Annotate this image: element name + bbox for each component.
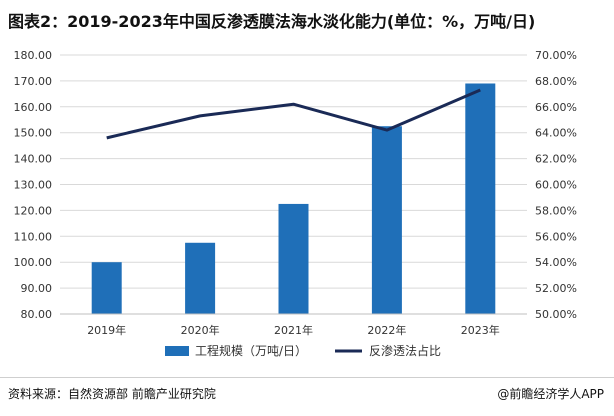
y-right-tick-label: 52.00% [535, 282, 577, 295]
legend-label-line: 反渗透法占比 [369, 343, 441, 358]
y-left-tick-label: 110.00 [14, 230, 53, 243]
x-tick-label: 2020年 [181, 323, 220, 337]
y-right-tick-label: 60.00% [535, 179, 577, 192]
bar [278, 203, 309, 314]
bar [465, 83, 496, 315]
y-right-tick-label: 68.00% [535, 75, 577, 88]
y-right-tick-label: 50.00% [535, 308, 577, 321]
bar-series [91, 83, 496, 315]
y-left-tick-label: 80.00 [21, 308, 53, 321]
y-right-tick-label: 62.00% [535, 153, 577, 166]
y-axis-right: 50.00% 52.00% 54.00% 56.00% 58.00% 60.00% 62.0… [535, 49, 577, 321]
x-axis: 2019年 2020年 2021年 2022年 2023年 [60, 313, 527, 337]
source-note: 资料来源：自然资源部 前瞻产业研究院 [8, 387, 216, 401]
y-right-tick-label: 66.00% [535, 101, 577, 114]
y-left-tick-label: 140.00 [14, 153, 53, 166]
y-right-tick-label: 56.00% [535, 230, 577, 243]
legend-label-bar: 工程规模（万吨/日） [195, 343, 307, 358]
line-series [106, 88, 481, 140]
legend-swatch-bar [165, 346, 189, 356]
x-tick-label: 2021年 [274, 323, 313, 337]
line-path [106, 88, 481, 140]
footer-divider [0, 377, 614, 378]
bar [91, 262, 122, 314]
bar [185, 242, 216, 314]
y-axis-left: 80.00 90.00 100.00 110.00 120.00 130.00 140.00… [14, 49, 53, 321]
y-left-tick-label: 160.00 [14, 101, 53, 114]
bar [371, 126, 402, 314]
y-right-tick-label: 54.00% [535, 256, 577, 269]
y-right-tick-label: 64.00% [535, 127, 577, 140]
y-left-tick-label: 170.00 [14, 75, 53, 88]
x-tick-label: 2022年 [367, 323, 406, 337]
y-left-tick-label: 100.00 [14, 256, 53, 269]
y-left-tick-label: 90.00 [21, 282, 53, 295]
x-tick-label: 2023年 [461, 323, 500, 337]
x-tick-label: 2019年 [87, 323, 126, 337]
y-left-tick-label: 180.00 [14, 49, 53, 62]
y-left-tick-label: 150.00 [14, 127, 53, 140]
chart-title: 图表2：2019-2023年中国反渗透膜法海水淡化能力(单位：%，万吨/日) [8, 12, 536, 31]
legend: 工程规模（万吨/日） 反渗透法占比 [165, 343, 441, 358]
y-left-tick-label: 130.00 [14, 179, 53, 192]
y-left-tick-label: 120.00 [14, 204, 53, 217]
brand-label: @前瞻经济学人APP [497, 387, 604, 401]
y-right-tick-label: 58.00% [535, 204, 577, 217]
y-right-tick-label: 70.00% [535, 49, 577, 62]
